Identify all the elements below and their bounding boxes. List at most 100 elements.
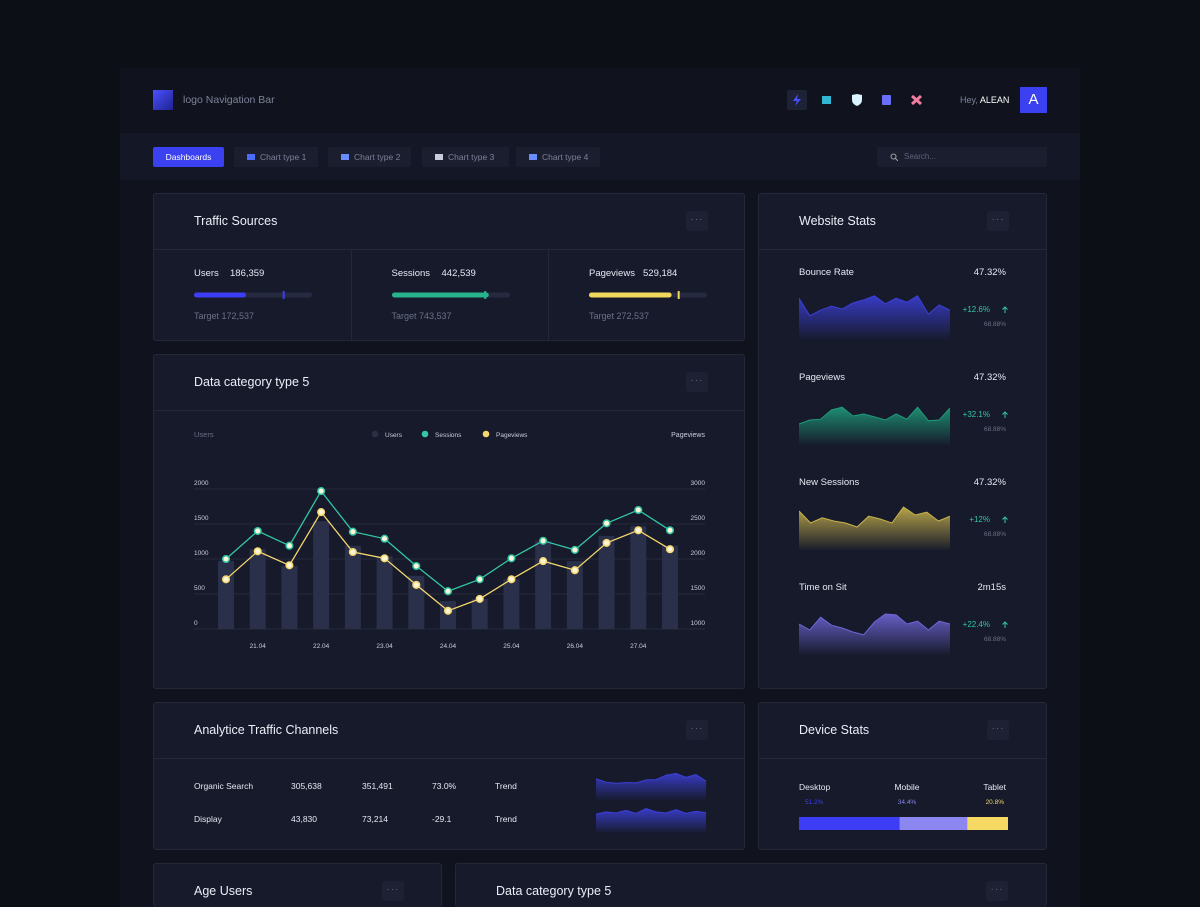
metric-value: 442,539 [441,268,476,279]
point [665,545,675,554]
table-cell: 43,830 [291,814,317,824]
sparkline-line [799,506,950,528]
tab[interactable]: Chart type 4 [516,147,600,167]
target-marker [282,291,285,299]
more-button[interactable]: ··· [686,372,708,392]
card-title: Data category type 5 [496,884,612,898]
x-tick-label: 22.04 [313,643,330,650]
sparkline [596,772,706,801]
legend-label: Users [385,432,403,439]
card-title: Data category type 5 [194,375,310,389]
icon-shield[interactable] [852,94,862,106]
point [475,575,484,584]
stat-label: Time on Sit [799,582,847,593]
stat-sub: 68.88% [983,636,1006,643]
legend-dot [371,430,379,438]
target-marker [677,291,680,299]
sparkline [799,613,950,656]
progress [391,291,510,299]
more-button[interactable]: ··· [987,211,1009,231]
point [253,526,262,536]
more-button[interactable]: ··· [987,720,1009,740]
chart-card: Data category type 5 ··· Users Pageviews Us… [153,354,745,689]
stat-value: 47.32% [973,267,1006,278]
metric-label: Users [194,268,219,279]
stat-label: New Sessions [799,477,860,488]
stat-value: 2m15s [977,582,1006,593]
icon-x[interactable] [911,94,922,106]
metric-label: Sessions [391,268,431,279]
bar [440,601,456,629]
stat-change: +22.4% [962,620,990,629]
greeting-word: Hey, [960,95,978,105]
tab-icon-shape [529,154,537,160]
sparkline-area [799,614,950,656]
sparkline-line [799,613,950,636]
more-button[interactable]: ··· [986,881,1008,901]
metric-value: 186,359 [230,268,265,279]
stat-label: Pageviews [799,372,845,383]
y-tick-label: 1000 [194,550,209,557]
x-tick-label: 25.04 [503,643,520,650]
arrow-shape [1002,621,1008,628]
y-tick-label: 2000 [194,480,209,487]
tab-icon-shape [247,154,255,160]
point [348,527,357,536]
metric-value: 529,184 [643,268,678,279]
bar [598,535,615,629]
table-cell: Trend [495,814,517,824]
bar [630,526,647,629]
progress-fill [391,292,489,298]
traffic-card: Traffic Sources ··· Users 186,359 Target 17… [153,193,745,341]
sparkline-area [799,507,950,551]
legend-label: Pageviews [496,432,528,439]
sparkline [799,295,950,341]
point [570,566,579,575]
tab[interactable]: Chart type 2 [328,147,411,167]
axis-label: Pageviews [671,432,705,439]
bar [313,521,330,629]
search-box[interactable]: Search... [877,147,1047,167]
stat-value: 47.32% [973,477,1006,488]
channels-card: Analytice Traffic Channels ··· Organic Se… [153,702,745,850]
table-cell: 73.0% [432,781,457,791]
more-button[interactable]: ··· [686,720,708,740]
point [507,554,516,563]
device-segment [899,817,968,830]
header-icons [787,90,922,110]
icon-bolt[interactable] [793,94,801,106]
bar [344,545,361,629]
sparkline-line [799,295,950,317]
tab-icon [341,154,349,160]
icon-box[interactable] [822,96,831,104]
y-tick-label: 1500 [194,515,209,522]
tab[interactable]: Chart type 1 [234,147,318,167]
tab[interactable]: Dashboards [153,147,224,167]
tab-icon-shape [435,154,443,160]
logo-text: logo Navigation Bar [183,94,275,106]
sparkline [799,506,950,551]
legend-dot [482,430,490,438]
point [602,538,611,547]
y2-tick-label: 1000 [691,620,706,627]
point [285,541,294,550]
point [634,505,643,515]
more-button[interactable]: ··· [686,211,708,231]
stat-value: 47.32% [973,372,1006,383]
point [634,526,643,535]
sparkline-area [799,407,950,446]
bar [249,549,266,629]
target-marker [483,291,486,299]
up-arrow [1002,516,1008,523]
point [221,554,231,564]
avatar[interactable]: A [1020,87,1047,113]
point [507,575,516,584]
bar [281,566,298,629]
y2-tick-label: 2000 [691,550,706,557]
tab[interactable]: Chart type 3 [422,147,509,167]
table-cell: Organic Search [194,781,254,791]
more-button[interactable]: ··· [382,881,404,901]
point [412,561,421,571]
stat-change: +12% [969,515,990,524]
icon-doc[interactable] [882,95,891,105]
